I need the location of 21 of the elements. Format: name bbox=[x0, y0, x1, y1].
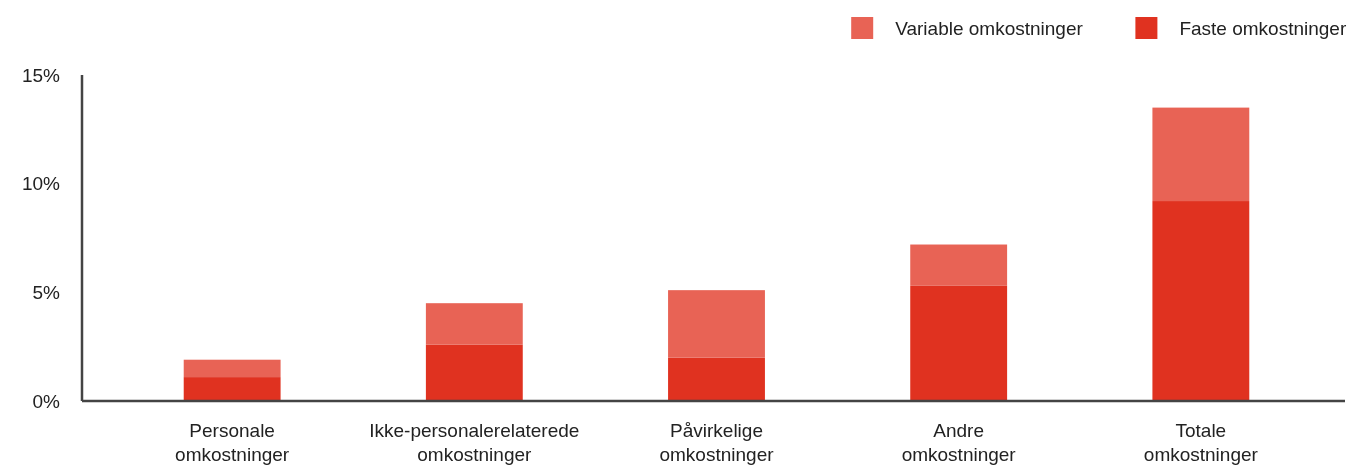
bar bbox=[1152, 201, 1250, 401]
y-tick-label: 10% bbox=[21, 173, 61, 195]
x-tick-label: Ikke-personalerelaterede omkostninger bbox=[369, 420, 580, 465]
bar bbox=[183, 359, 281, 378]
x-tick-label: Påvirkelige omkostninger bbox=[659, 420, 775, 465]
bar bbox=[668, 357, 765, 401]
y-tick-label: 0% bbox=[32, 390, 61, 412]
y-tick-label: 5% bbox=[32, 281, 61, 303]
bar bbox=[425, 303, 523, 345]
bar bbox=[183, 377, 281, 401]
x-tick-label: Personale omkostninger bbox=[175, 420, 290, 465]
bar bbox=[425, 344, 523, 401]
bar bbox=[668, 290, 765, 358]
x-tick-label: Totale omkostninger bbox=[1143, 420, 1259, 465]
bar bbox=[910, 244, 1008, 286]
x-tick-label: Andre omkostninger bbox=[901, 420, 1017, 465]
bar bbox=[910, 285, 1008, 401]
legend-label: Faste omkostninger bbox=[1179, 17, 1347, 39]
legend-label: Variable omkostninger bbox=[895, 17, 1084, 39]
bar bbox=[1152, 107, 1250, 202]
y-tick-label: 15% bbox=[21, 64, 61, 86]
